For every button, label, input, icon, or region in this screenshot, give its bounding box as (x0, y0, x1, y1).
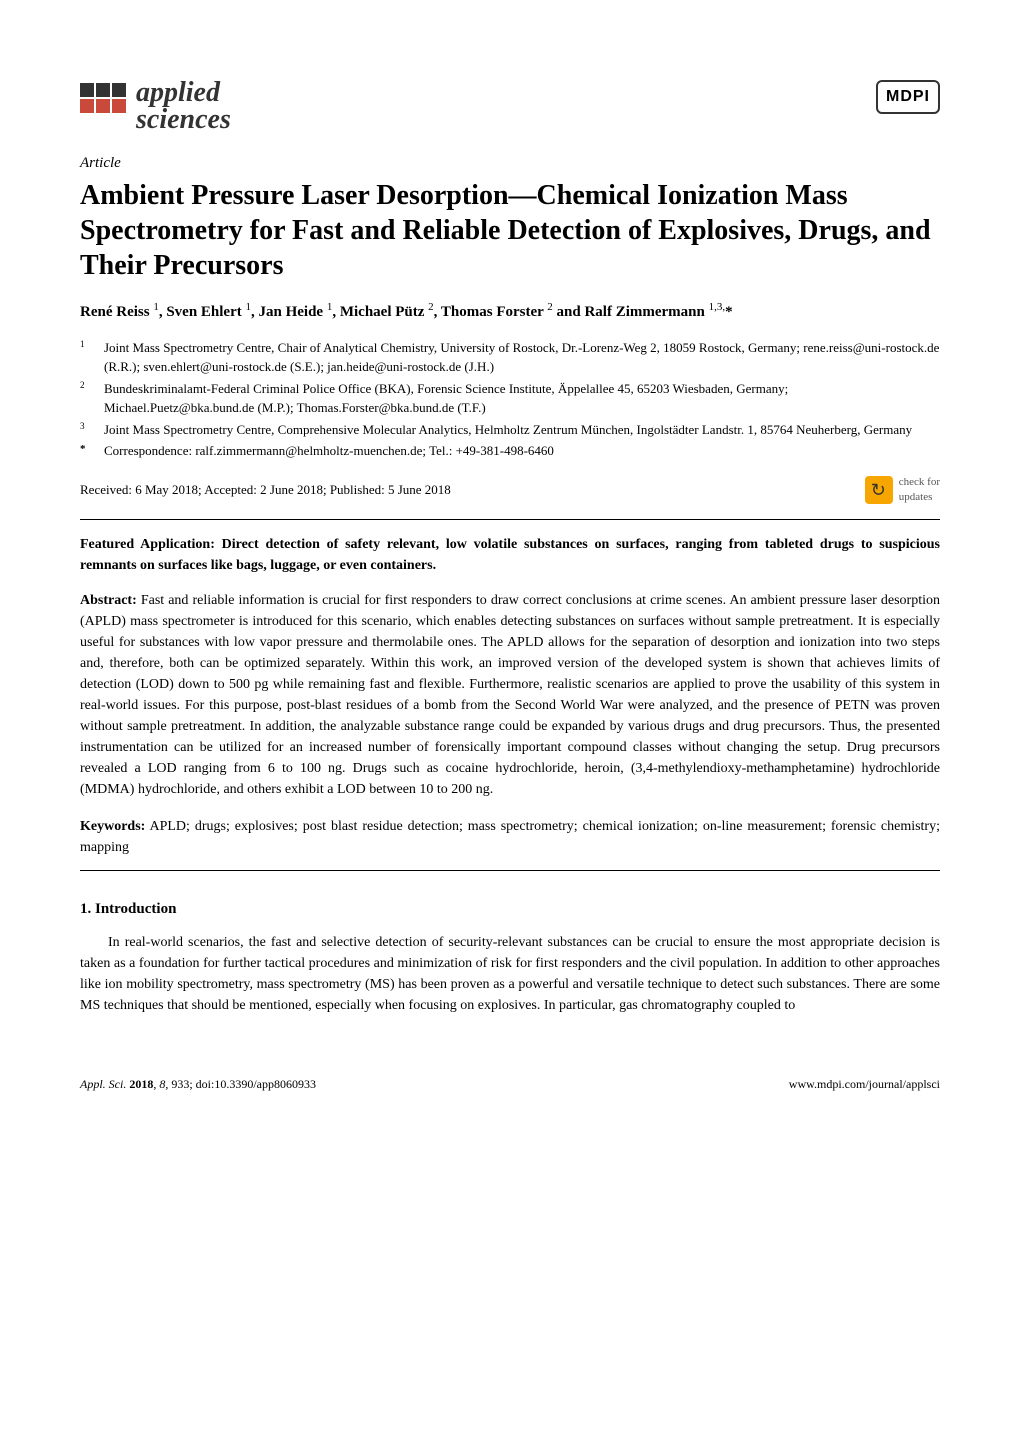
affiliation-text: Joint Mass Spectrometry Centre, Comprehe… (104, 420, 940, 440)
publisher-logo: MDPI (876, 80, 940, 114)
divider (80, 870, 940, 871)
footer-citation: Appl. Sci. 2018, 8, 933; doi:10.3390/app… (80, 1076, 316, 1093)
affiliations-block: 1 Joint Mass Spectrometry Centre, Chair o… (80, 338, 940, 461)
affiliation-row: 3 Joint Mass Spectrometry Centre, Compreh… (80, 420, 940, 440)
featured-application: Featured Application: Direct detection o… (80, 534, 940, 576)
journal-name-line1: applied (136, 80, 231, 107)
affiliation-number: 2 (80, 379, 90, 418)
affiliation-number: 1 (80, 338, 90, 377)
affiliation-row: 2 Bundeskriminalamt-Federal Criminal Poli… (80, 379, 940, 418)
divider (80, 519, 940, 520)
journal-logo: applied sciences (80, 80, 231, 133)
keywords-block: Keywords: APLD; drugs; explosives; post … (80, 816, 940, 858)
affiliation-text: Joint Mass Spectrometry Centre, Chair of… (104, 338, 940, 377)
journal-name: applied sciences (136, 80, 231, 133)
article-title: Ambient Pressure Laser Desorption—Chemic… (80, 178, 940, 283)
journal-logo-icon (80, 83, 128, 131)
abstract-label: Abstract: (80, 593, 137, 608)
check-for-updates-badge[interactable]: check for updates (865, 475, 940, 506)
updates-line1: check for (899, 475, 940, 490)
abstract-text: Fast and reliable information is crucial… (80, 593, 940, 797)
journal-name-line2: sciences (136, 107, 231, 134)
section-heading: 1. Introduction (80, 899, 940, 920)
affiliation-text: Correspondence: ralf.zimmermann@helmholt… (104, 441, 940, 461)
updates-icon (865, 476, 893, 504)
dates-row: Received: 6 May 2018; Accepted: 2 June 2… (80, 475, 940, 506)
page-footer: Appl. Sci. 2018, 8, 933; doi:10.3390/app… (80, 1076, 940, 1093)
intro-paragraph: In real-world scenarios, the fast and se… (80, 932, 940, 1016)
affiliation-number: 3 (80, 420, 90, 440)
affiliation-row: 1 Joint Mass Spectrometry Centre, Chair o… (80, 338, 940, 377)
article-type: Article (80, 153, 940, 174)
abstract-block: Abstract: Fast and reliable information … (80, 590, 940, 800)
affiliation-row: * Correspondence: ralf.zimmermann@helmhol… (80, 441, 940, 461)
updates-line2: updates (899, 490, 940, 505)
publication-dates: Received: 6 May 2018; Accepted: 2 June 2… (80, 481, 451, 499)
affiliation-number: * (80, 441, 90, 461)
updates-text: check for updates (899, 475, 940, 506)
authors-list: René Reiss 1, Sven Ehlert 1, Jan Heide 1… (80, 299, 940, 324)
header-row: applied sciences MDPI (80, 80, 940, 133)
footer-url: www.mdpi.com/journal/applsci (789, 1076, 940, 1093)
affiliation-text: Bundeskriminalamt-Federal Criminal Polic… (104, 379, 940, 418)
keywords-label: Keywords: (80, 819, 145, 834)
keywords-text: APLD; drugs; explosives; post blast resi… (80, 819, 940, 855)
